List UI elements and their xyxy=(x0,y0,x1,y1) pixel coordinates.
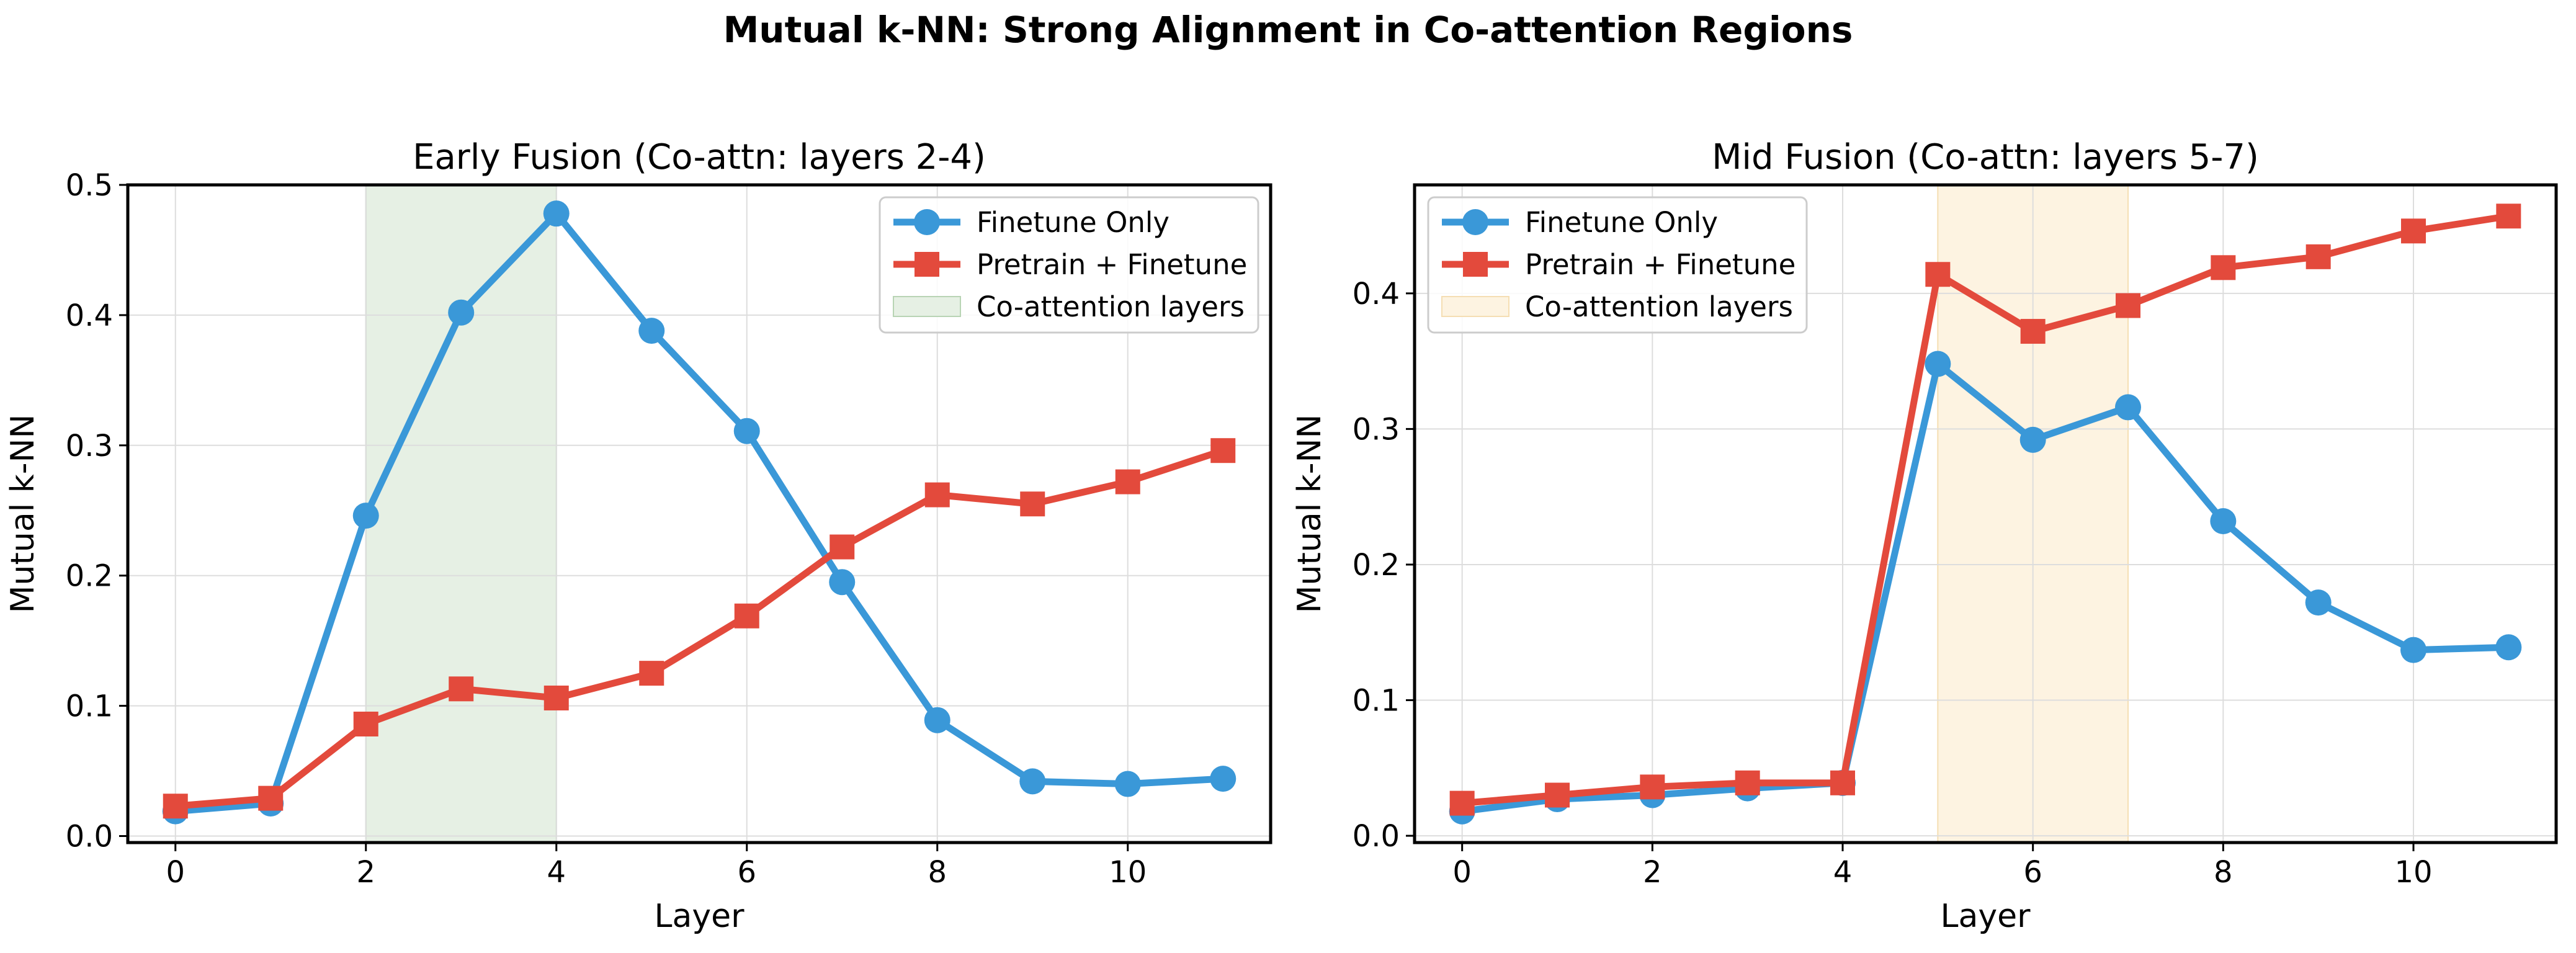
data-point-pretrain-finetune xyxy=(924,482,950,508)
data-point-finetune-only xyxy=(2495,634,2522,661)
legend-marker-pretrain-finetune xyxy=(915,252,939,277)
data-point-pretrain-finetune xyxy=(2211,255,2236,280)
data-point-pretrain-finetune xyxy=(1925,262,1951,287)
data-point-finetune-only xyxy=(2019,426,2046,453)
data-point-finetune-only xyxy=(543,200,570,227)
x-tick-label: 0 xyxy=(1452,855,1472,890)
x-tick-label: 6 xyxy=(2023,855,2042,890)
legend-swatch-co-attention xyxy=(1441,296,1509,317)
x-tick-label: 8 xyxy=(928,855,947,890)
data-point-pretrain-finetune xyxy=(734,603,759,629)
data-point-pretrain-finetune xyxy=(830,534,855,560)
y-tick-label: 0.0 xyxy=(1353,819,1400,854)
chart-title: Early Fusion (Co-attn: layers 2-4) xyxy=(413,137,986,177)
y-tick-label: 0.2 xyxy=(66,559,113,594)
co-attention-region xyxy=(365,184,557,843)
data-point-pretrain-finetune xyxy=(2401,218,2426,244)
legend-marker-finetune-only xyxy=(1462,209,1488,235)
data-point-pretrain-finetune xyxy=(639,661,664,686)
data-point-finetune-only xyxy=(2210,508,2237,535)
y-tick-label: 0.3 xyxy=(66,429,113,463)
data-point-finetune-only xyxy=(1114,771,1141,797)
legend-swatch-co-attention xyxy=(893,296,961,317)
x-tick-label: 0 xyxy=(166,855,185,890)
series-line-finetune-only xyxy=(1459,360,2512,815)
y-axis-label: Mutual k-NN xyxy=(4,414,42,614)
legend-box xyxy=(879,196,1259,334)
series-line-pretrain-finetune xyxy=(1459,212,2512,807)
data-point-finetune-only xyxy=(638,318,665,344)
y-tick-label: 0.2 xyxy=(1353,548,1400,583)
chart-title: Mid Fusion (Co-attn: layers 5-7) xyxy=(1712,137,2259,177)
x-axis-label: Layer xyxy=(1941,898,2031,935)
x-tick-label: 8 xyxy=(2214,855,2233,890)
figure-suptitle: Mutual k-NN: Strong Alignment in Co-atte… xyxy=(723,9,1853,51)
data-point-finetune-only xyxy=(1019,768,1046,795)
data-point-pretrain-finetune xyxy=(1449,790,1475,816)
data-point-pretrain-finetune xyxy=(353,711,378,736)
x-tick-label: 2 xyxy=(1643,855,1662,890)
data-point-pretrain-finetune xyxy=(449,676,474,702)
x-tick-label: 10 xyxy=(2394,855,2432,890)
data-point-finetune-only xyxy=(2115,394,2141,421)
series-line-finetune-only xyxy=(172,210,1227,815)
data-point-pretrain-finetune xyxy=(1020,491,1045,517)
chart-panel-1: 0 2 4 6 8 10 0.0 0.1 0.2 0.3 0.4 0.5 Layer Mutual k-N… xyxy=(4,137,1272,935)
series-line-pretrain-finetune xyxy=(172,447,1227,810)
legend-label-co-attention: Co-attention layers xyxy=(977,290,1245,323)
data-point-pretrain-finetune xyxy=(2020,319,2046,344)
x-tick-label: 4 xyxy=(547,855,566,890)
y-tick-label: 0.3 xyxy=(1353,412,1400,447)
y-tick-label: 0.4 xyxy=(66,298,113,333)
data-point-pretrain-finetune xyxy=(1640,774,1665,800)
y-tick-label: 0.4 xyxy=(1353,277,1400,311)
legend: Finetune Only Pretrain + Finetune Co-atten… xyxy=(1427,196,1808,334)
data-point-pretrain-finetune xyxy=(258,785,284,811)
data-point-pretrain-finetune xyxy=(1210,438,1236,463)
legend-marker-finetune-only xyxy=(914,209,940,235)
data-point-finetune-only xyxy=(352,503,379,529)
axes-frame xyxy=(1413,183,2558,844)
legend-label-co-attention: Co-attention layers xyxy=(1525,290,1793,323)
data-point-finetune-only xyxy=(733,418,760,444)
x-tick-label: 10 xyxy=(1109,855,1147,890)
axes-frame xyxy=(126,183,1272,844)
chart-panel-2: 0 2 4 6 8 10 0.0 0.1 0.2 0.3 0.4 Layer Mutual k-NN Mi… xyxy=(1291,137,2558,935)
legend-label-pretrain-finetune: Pretrain + Finetune xyxy=(1525,248,1796,281)
legend-box xyxy=(1427,196,1808,334)
y-axis-label: Mutual k-NN xyxy=(1291,414,1328,614)
x-tick-label: 4 xyxy=(1833,855,1853,890)
legend: Finetune Only Pretrain + Finetune Co-atten… xyxy=(879,196,1259,334)
data-point-pretrain-finetune xyxy=(1545,782,1570,808)
data-point-pretrain-finetune xyxy=(1115,469,1140,494)
data-point-pretrain-finetune xyxy=(2496,204,2521,229)
data-point-finetune-only xyxy=(448,299,475,326)
y-tick-label: 0.0 xyxy=(66,820,113,854)
data-point-finetune-only xyxy=(924,707,950,733)
x-axis-label: Layer xyxy=(655,898,745,935)
x-tick-label: 6 xyxy=(737,855,756,890)
data-point-finetune-only xyxy=(2305,589,2332,616)
y-tick-label: 0.1 xyxy=(66,689,113,724)
legend-marker-pretrain-finetune xyxy=(1463,252,1488,277)
data-point-pretrain-finetune xyxy=(2116,293,2140,318)
y-tick-label: 0.5 xyxy=(66,168,113,203)
data-point-pretrain-finetune xyxy=(1735,770,1760,795)
legend-label-pretrain-finetune: Pretrain + Finetune xyxy=(977,248,1247,281)
data-point-finetune-only xyxy=(1925,351,1951,377)
data-point-pretrain-finetune xyxy=(543,686,569,711)
data-point-finetune-only xyxy=(1210,766,1237,792)
y-tick-label: 0.1 xyxy=(1353,684,1400,718)
data-point-pretrain-finetune xyxy=(2305,244,2331,269)
data-point-pretrain-finetune xyxy=(163,794,188,819)
x-tick-label: 2 xyxy=(356,855,375,890)
data-point-finetune-only xyxy=(829,569,856,596)
legend-label-finetune-only: Finetune Only xyxy=(1525,206,1718,239)
data-point-pretrain-finetune xyxy=(1830,770,1855,795)
legend-label-finetune-only: Finetune Only xyxy=(977,206,1169,239)
data-point-finetune-only xyxy=(2400,637,2426,663)
